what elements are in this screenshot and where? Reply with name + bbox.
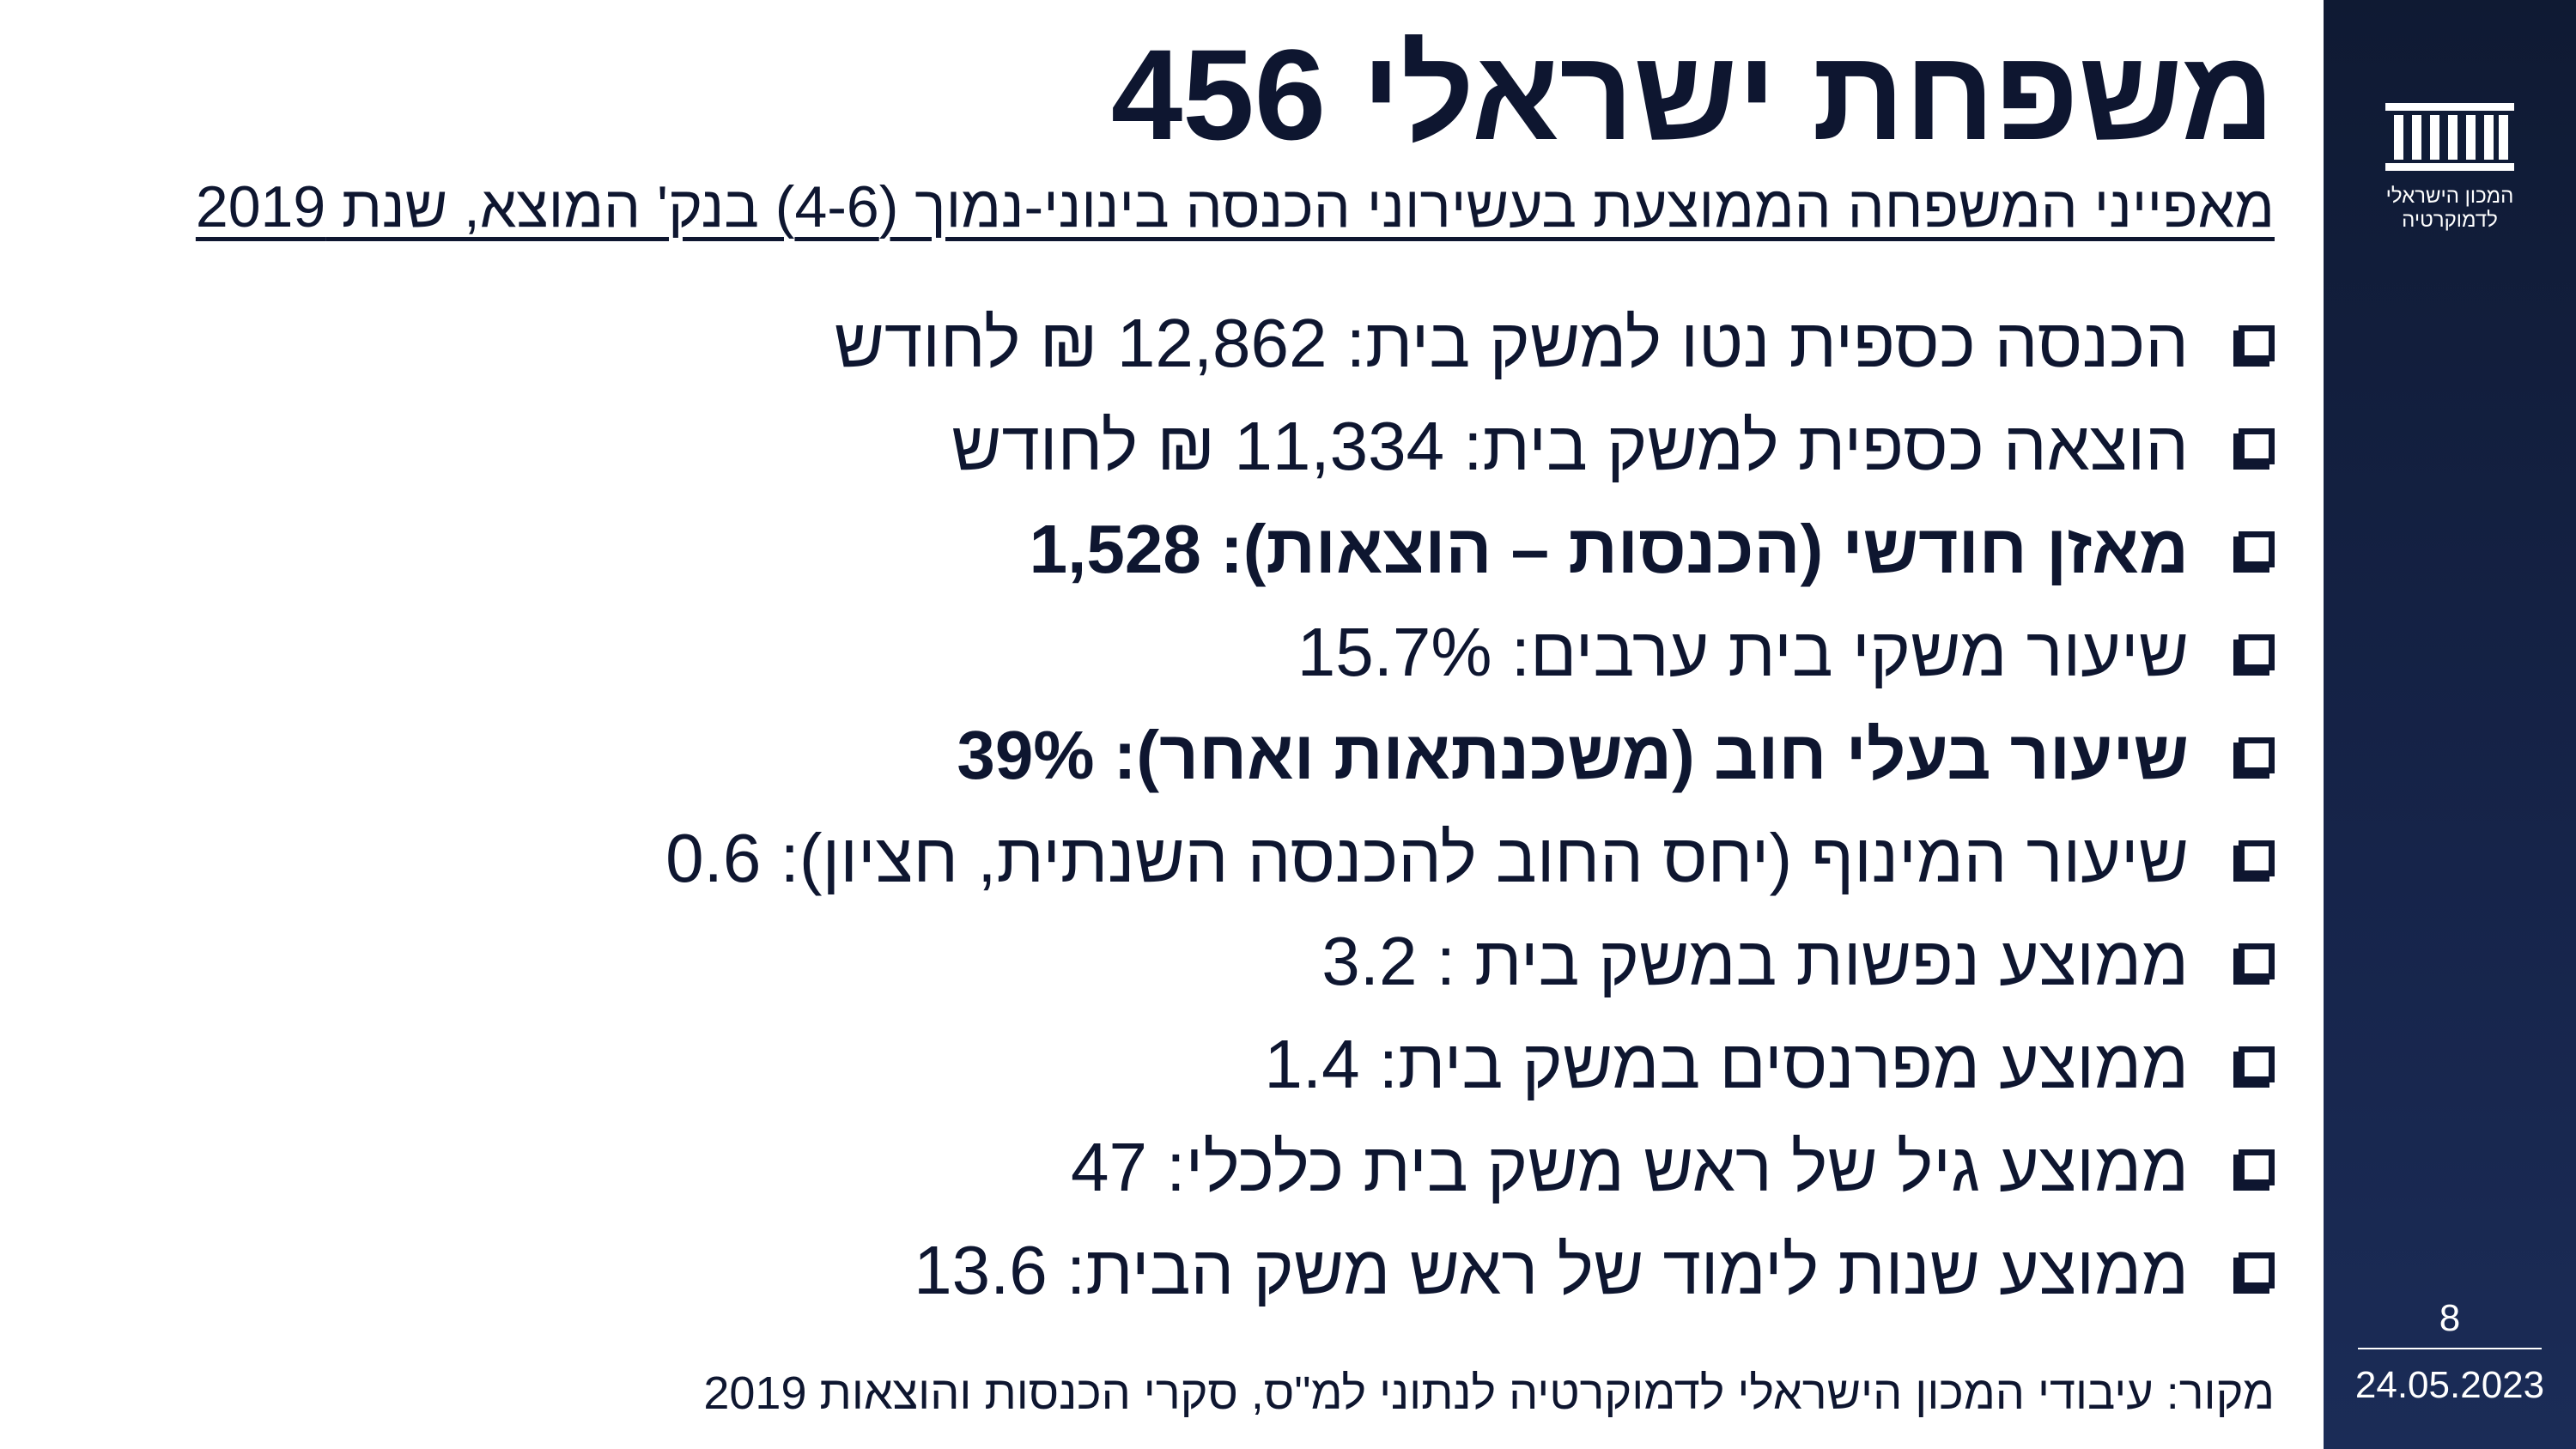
bullet-list: הכנסה כספית נטו למשק בית: 12,862 ₪ לחודש… (128, 292, 2275, 1322)
bullet-text: ממוצע גיל של ראש משק בית כלכלי: 47 (1071, 1129, 2189, 1205)
checkbox-bullet-icon (2239, 1252, 2275, 1288)
checkbox-bullet-icon (2239, 1149, 2275, 1185)
bullet-item-head-age: ממוצע גיל של ראש משק בית כלכלי: 47 (128, 1116, 2275, 1219)
bullet-text: שיעור בעלי חוב (משכנתאות ואחר): 39% (957, 717, 2189, 793)
parliament-building-icon (2385, 103, 2514, 171)
divider (2358, 1348, 2542, 1349)
bullet-text: ממוצע מפרנסים במשק בית: 1.4 (1264, 1026, 2189, 1102)
checkbox-bullet-icon (2239, 840, 2275, 876)
bullet-text: הוצאה כספית למשק בית: 11,334 ₪ לחודש (951, 408, 2189, 484)
bullet-text: ממוצע שנות לימוד של ראש משק הבית: 13.6 (914, 1232, 2189, 1308)
bullet-text: מאזן חודשי (הכנסות – הוצאות): 1,528 (1029, 511, 2189, 587)
source-note: מקור: עיבודי המכון הישראלי לדמוקרטיה לנת… (703, 1367, 2275, 1419)
bullet-text: ממוצע נפשות במשק בית : 3.2 (1321, 923, 2189, 999)
bullet-text: שיעור משקי בית ערבים: 15.7% (1297, 614, 2189, 690)
bullet-item-education-years: ממוצע שנות לימוד של ראש משק הבית: 13.6 (128, 1219, 2275, 1322)
checkbox-bullet-icon (2239, 634, 2275, 670)
bullet-item-earners: ממוצע מפרנסים במשק בית: 1.4 (128, 1013, 2275, 1116)
checkbox-bullet-icon (2239, 428, 2275, 464)
bullet-item-leverage: שיעור המינוף (יחס החוב להכנסה השנתית, חצ… (128, 807, 2275, 910)
bullet-item-arab-households: שיעור משקי בית ערבים: 15.7% (128, 601, 2275, 704)
bullet-item-household-size: ממוצע נפשות במשק בית : 3.2 (128, 910, 2275, 1013)
logo-text: המכון הישראלי לדמוקרטיה (2324, 185, 2576, 233)
sidebar: המכון הישראלי לדמוקרטיה 8 24.05.2023 (2324, 0, 2576, 1449)
checkbox-bullet-icon (2239, 737, 2275, 773)
slide-title: משפחת ישראלי 456 (1110, 22, 2275, 167)
slide-subtitle: מאפייני המשפחה הממוצעת בעשירוני הכנסה בי… (195, 174, 2275, 239)
logo-line: לדמוקרטיה (2402, 209, 2498, 232)
bullet-item-net-income: הכנסה כספית נטו למשק בית: 12,862 ₪ לחודש (128, 292, 2275, 395)
bullet-item-debt-holders: שיעור בעלי חוב (משכנתאות ואחר): 39% (128, 704, 2275, 807)
bullet-item-monthly-balance: מאזן חודשי (הכנסות – הוצאות): 1,528 (128, 498, 2275, 601)
logo-line: המכון הישראלי (2385, 185, 2514, 208)
checkbox-bullet-icon (2239, 325, 2275, 361)
checkbox-bullet-icon (2239, 943, 2275, 979)
bullet-text: הכנסה כספית נטו למשק בית: 12,862 ₪ לחודש (834, 305, 2189, 381)
date-label: 24.05.2023 (2354, 1364, 2545, 1406)
page-number: 8 (2439, 1297, 2461, 1339)
bullet-text: שיעור המינוף (יחס החוב להכנסה השנתית, חצ… (665, 820, 2189, 896)
checkbox-bullet-icon (2239, 531, 2275, 567)
bullet-item-expense: הוצאה כספית למשק בית: 11,334 ₪ לחודש (128, 395, 2275, 498)
checkbox-bullet-icon (2239, 1046, 2275, 1082)
slide-content: משפחת ישראלי 456 מאפייני המשפחה הממוצעת … (128, 22, 2275, 1419)
